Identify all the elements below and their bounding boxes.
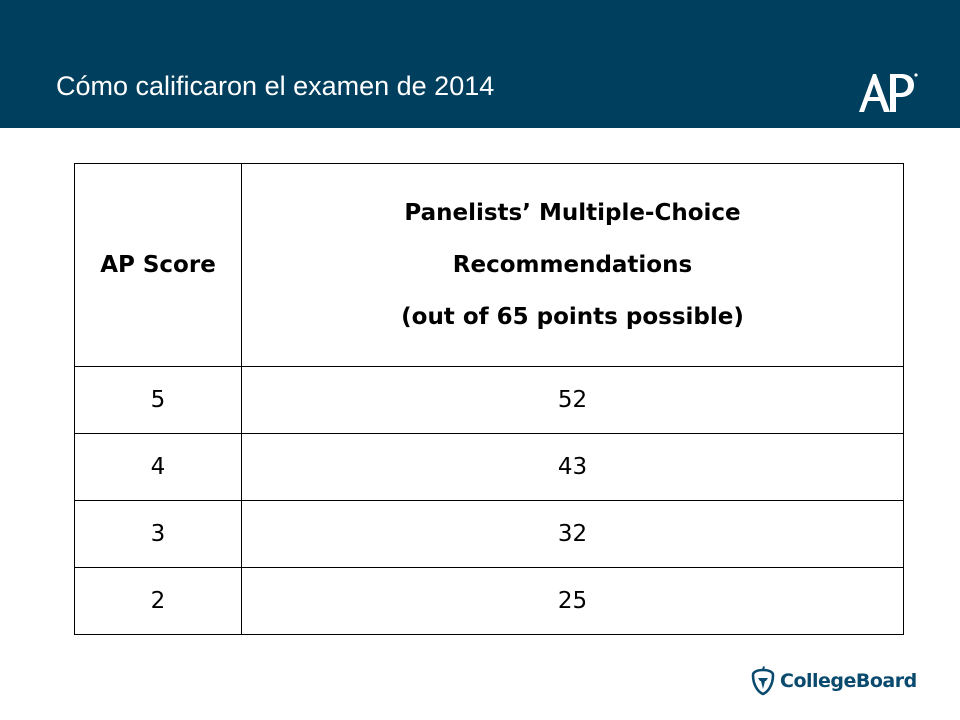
recommendation-cell: 32 <box>241 500 904 568</box>
ap-logo-icon <box>859 73 918 112</box>
table-row: 5 52 <box>74 366 904 434</box>
score-table-container: AP Score Panelists’ Multiple-Choice Reco… <box>74 163 904 635</box>
score-cell: 4 <box>74 433 242 501</box>
header-line: Recommendations <box>452 252 693 278</box>
table-header-row: AP Score Panelists’ Multiple-Choice Reco… <box>74 163 904 367</box>
slide-header: Cómo calificaron el examen de 2014 <box>0 0 960 128</box>
header-line: AP Score <box>100 252 216 278</box>
score-cell: 2 <box>74 567 242 635</box>
collegeboard-wordmark: CollegeBoard <box>780 670 917 692</box>
table-row: 4 43 <box>74 433 904 501</box>
header-recommendations: Panelists’ Multiple-Choice Recommendatio… <box>241 163 904 367</box>
slide-title: Cómo calificaron el examen de 2014 <box>56 71 495 101</box>
score-cell: 3 <box>74 500 242 568</box>
score-table: AP Score Panelists’ Multiple-Choice Reco… <box>74 163 904 635</box>
recommendation-cell: 43 <box>241 433 904 501</box>
recommendation-cell: 25 <box>241 567 904 635</box>
header-ap-score: AP Score <box>74 163 242 367</box>
header-line: Panelists’ Multiple-Choice <box>404 200 741 226</box>
collegeboard-logo: CollegeBoard <box>750 664 917 698</box>
table-row: 3 32 <box>74 500 904 568</box>
table-row: 2 25 <box>74 567 904 635</box>
score-cell: 5 <box>74 366 242 434</box>
recommendation-cell: 52 <box>241 366 904 434</box>
header-line: (out of 65 points possible) <box>401 304 744 330</box>
acorn-icon <box>751 666 775 696</box>
